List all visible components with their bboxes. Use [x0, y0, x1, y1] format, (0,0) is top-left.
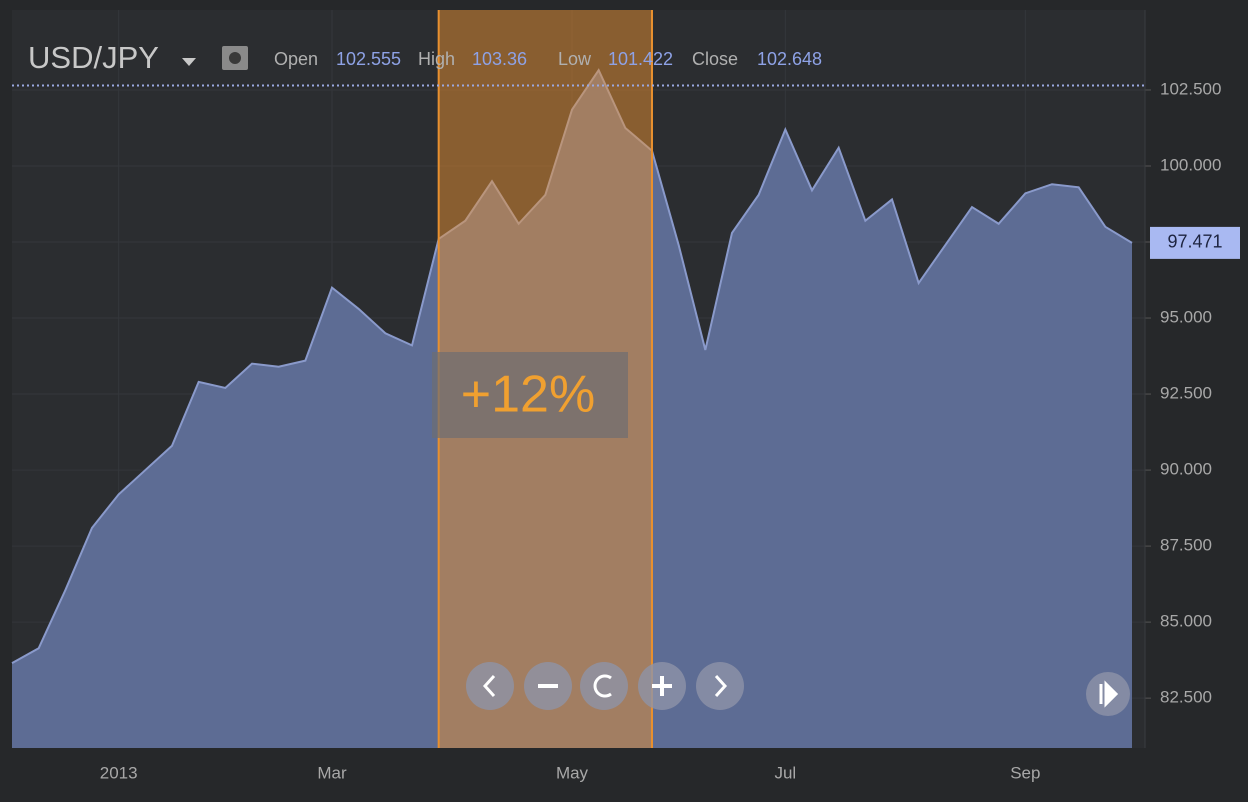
x-tick-label: May — [556, 763, 589, 782]
y-tick-label: 90.000 — [1160, 460, 1212, 479]
zoom-in-icon — [652, 676, 672, 696]
quote-value: 102.648 — [757, 49, 822, 69]
x-tick-label: Sep — [1010, 763, 1040, 782]
y-tick-label: 82.500 — [1160, 688, 1212, 707]
quote-value: 103.36 — [472, 49, 527, 69]
last-price-label: 97.471 — [1167, 232, 1222, 252]
y-tick-label: 85.000 — [1160, 612, 1212, 631]
y-tick-label: 92.500 — [1160, 384, 1212, 403]
last-price-box — [1150, 226, 1240, 259]
reset-icon — [593, 674, 612, 698]
y-tick-label: 102.500 — [1160, 79, 1221, 98]
symbol-title: USD/JPY — [28, 40, 159, 75]
x-tick-label: 2013 — [100, 763, 138, 782]
dropdown-arrow[interactable] — [182, 58, 196, 66]
camera-lens — [229, 52, 241, 64]
quote-name: Low — [558, 49, 592, 69]
quote-value: 101.422 — [608, 49, 673, 69]
reset-button[interactable] — [580, 662, 628, 710]
y-tick-label: 100.000 — [1160, 155, 1221, 174]
prev-button[interactable] — [466, 662, 514, 710]
y-tick-label: 87.500 — [1160, 536, 1212, 555]
highlight-label-box — [432, 352, 628, 438]
y-tick-label: 95.000 — [1160, 308, 1212, 327]
quote-name: High — [418, 49, 455, 69]
x-tick-label: Mar — [317, 763, 347, 782]
zoom-controls — [466, 662, 1130, 716]
prev-icon — [482, 674, 496, 698]
quote-value: 102.555 — [336, 49, 401, 69]
play-icon — [1099, 680, 1119, 708]
next-icon — [714, 674, 728, 698]
quote-name: Close — [692, 49, 738, 69]
highlight-label: +12% — [461, 366, 595, 424]
x-tick-label: Jul — [774, 763, 796, 782]
next-button[interactable] — [696, 662, 744, 710]
quote-name: Open — [274, 49, 318, 69]
